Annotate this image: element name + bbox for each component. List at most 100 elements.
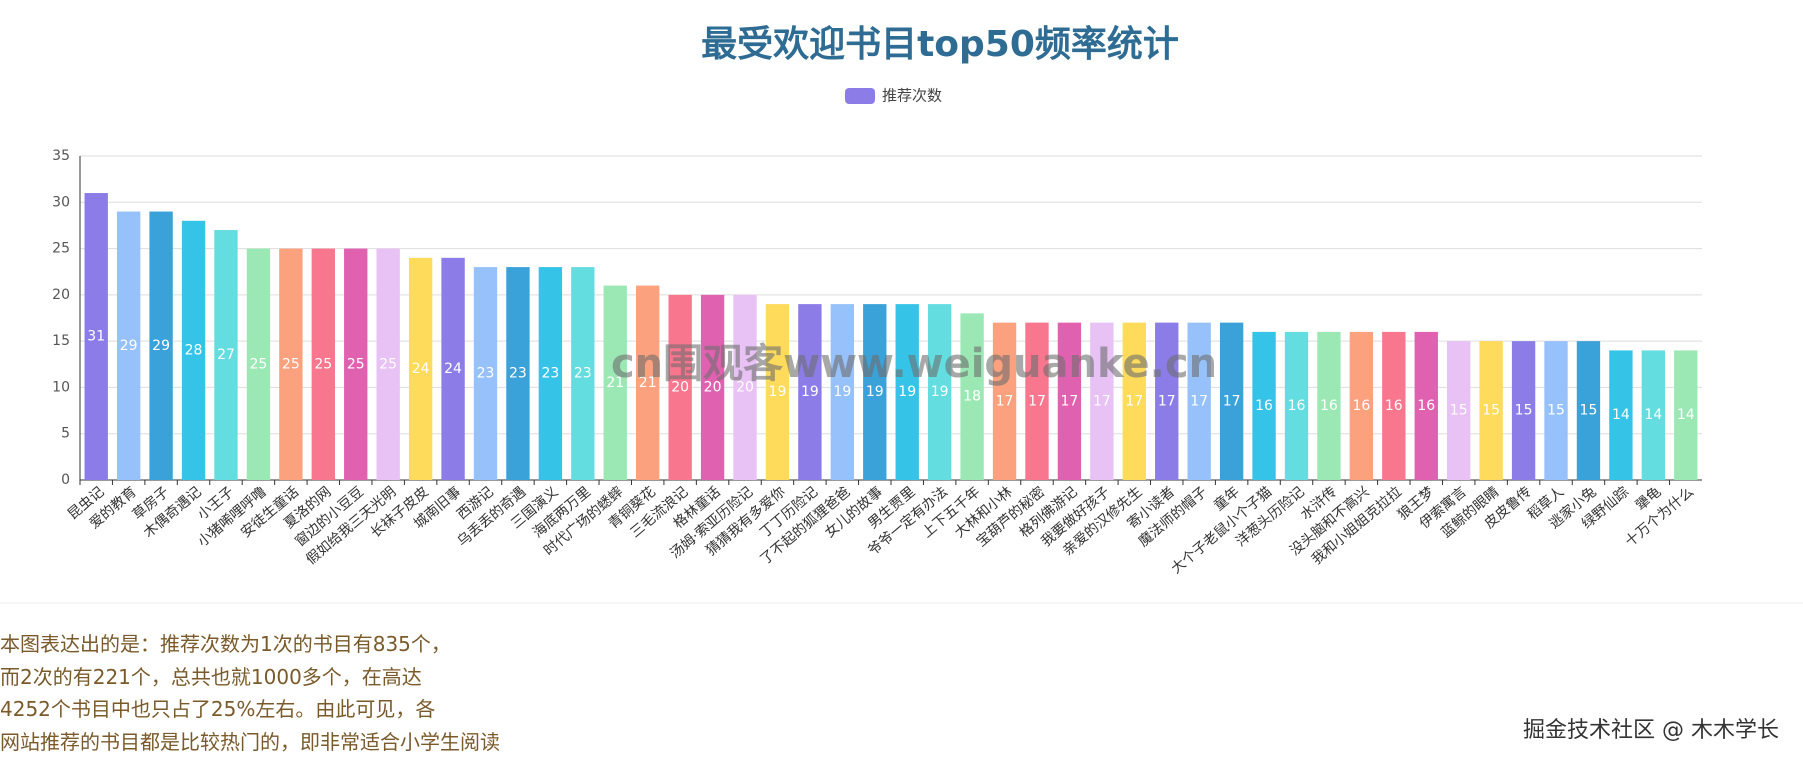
legend-label[interactable]: 推荐次数 (882, 87, 942, 105)
value-label: 27 (217, 347, 235, 363)
value-label: 23 (509, 366, 527, 382)
value-label: 31 (87, 329, 105, 345)
value-label: 16 (1255, 398, 1273, 414)
y-tick-label: 5 (61, 426, 70, 442)
bar (149, 211, 173, 481)
bar (1544, 341, 1568, 480)
y-tick-label: 35 (52, 148, 70, 164)
bar (1674, 350, 1698, 480)
y-tick-label: 25 (52, 241, 70, 257)
description-line: 4252个书目中也只占了25%左右。由此可见，各 (0, 697, 436, 721)
value-label: 17 (1093, 393, 1111, 409)
value-label: 25 (250, 356, 268, 372)
bar (895, 304, 919, 480)
value-label: 17 (1190, 393, 1208, 409)
value-label: 24 (412, 361, 430, 377)
value-label: 15 (1515, 403, 1533, 419)
value-label: 17 (1125, 393, 1143, 409)
bar (1284, 331, 1309, 480)
y-tick-label: 20 (52, 287, 70, 303)
bar (408, 257, 433, 480)
bar (116, 211, 141, 481)
value-label: 23 (574, 366, 592, 382)
bar (214, 230, 238, 480)
bar (571, 267, 595, 480)
value-label: 17 (996, 393, 1014, 409)
value-label: 20 (671, 379, 689, 395)
value-label: 14 (1644, 407, 1662, 423)
bar (636, 285, 660, 480)
value-label: 19 (769, 384, 787, 400)
value-label: 20 (736, 379, 754, 395)
value-label: 17 (1061, 393, 1079, 409)
value-label: 28 (185, 342, 203, 358)
value-label: 29 (120, 338, 138, 354)
bar (1447, 341, 1471, 480)
bar (344, 248, 368, 480)
chart: 最受欢迎书目top50频率统计 推荐次数 0510152025303531昆虫记… (0, 24, 1803, 604)
value-label: 24 (444, 361, 462, 377)
bar (733, 294, 757, 480)
bar (1187, 322, 1211, 480)
value-label: 15 (1482, 403, 1500, 419)
bar (506, 267, 530, 480)
value-label: 16 (1352, 398, 1370, 414)
description-line: 网站推荐的书目都是比较热门的，即非常适合小学生阅读 (0, 729, 500, 754)
bar (1252, 331, 1276, 480)
value-label: 25 (282, 356, 300, 372)
bar (84, 193, 108, 480)
bar (279, 248, 303, 480)
value-label: 29 (152, 338, 170, 354)
bar (927, 304, 952, 480)
value-label: 16 (1417, 398, 1435, 414)
value-label: 15 (1450, 403, 1468, 419)
bar (441, 257, 465, 480)
y-tick-label: 30 (52, 194, 70, 210)
value-label: 17 (1158, 393, 1176, 409)
value-label: 25 (379, 356, 397, 372)
bar (538, 267, 563, 480)
bar (765, 304, 790, 480)
watermark: cn围观客www.weiguanke.cn (611, 341, 1217, 387)
value-label: 19 (801, 384, 819, 400)
bar (863, 304, 887, 480)
description: 本图表达出的是：推荐次数为1次的书目有835个， 而2次的有221个，总共也就1… (0, 628, 620, 758)
bar (960, 313, 984, 480)
bar (830, 304, 855, 480)
value-label: 14 (1612, 407, 1630, 423)
bar (1414, 331, 1438, 480)
chart-title: 最受欢迎书目top50频率统计 (701, 24, 1179, 65)
value-label: 15 (1547, 403, 1565, 419)
bar (1479, 341, 1503, 480)
bar (1155, 322, 1179, 480)
value-label: 21 (606, 375, 624, 391)
bar (473, 267, 498, 480)
value-label: 19 (833, 384, 851, 400)
bar (311, 248, 335, 480)
y-tick-label: 0 (61, 472, 70, 488)
value-label: 23 (541, 366, 559, 382)
bar (1219, 322, 1244, 480)
description-line: 而2次的有221个，总共也就1000多个，在高达 (0, 664, 422, 689)
value-label: 16 (1288, 398, 1306, 414)
value-label: 23 (477, 366, 495, 382)
value-label: 17 (1223, 393, 1241, 409)
value-label: 19 (898, 384, 916, 400)
y-tick-label: 15 (52, 333, 70, 349)
value-label: 25 (314, 356, 332, 372)
description-line: 本图表达出的是：推荐次数为1次的书目有835个， (0, 632, 451, 656)
bar (1025, 322, 1049, 480)
value-label: 16 (1320, 398, 1338, 414)
value-label: 21 (639, 375, 657, 391)
bar (1317, 331, 1341, 480)
value-label: 19 (931, 384, 949, 400)
bar (1609, 350, 1633, 480)
bar (1511, 341, 1536, 480)
value-label: 16 (1385, 398, 1403, 414)
bar (181, 220, 206, 481)
footer: 掘金技术社区 @ 木木学长 (1523, 718, 1779, 743)
bar (1090, 322, 1114, 480)
bar (1057, 322, 1082, 480)
bar (1122, 322, 1146, 480)
value-label: 14 (1677, 407, 1695, 423)
